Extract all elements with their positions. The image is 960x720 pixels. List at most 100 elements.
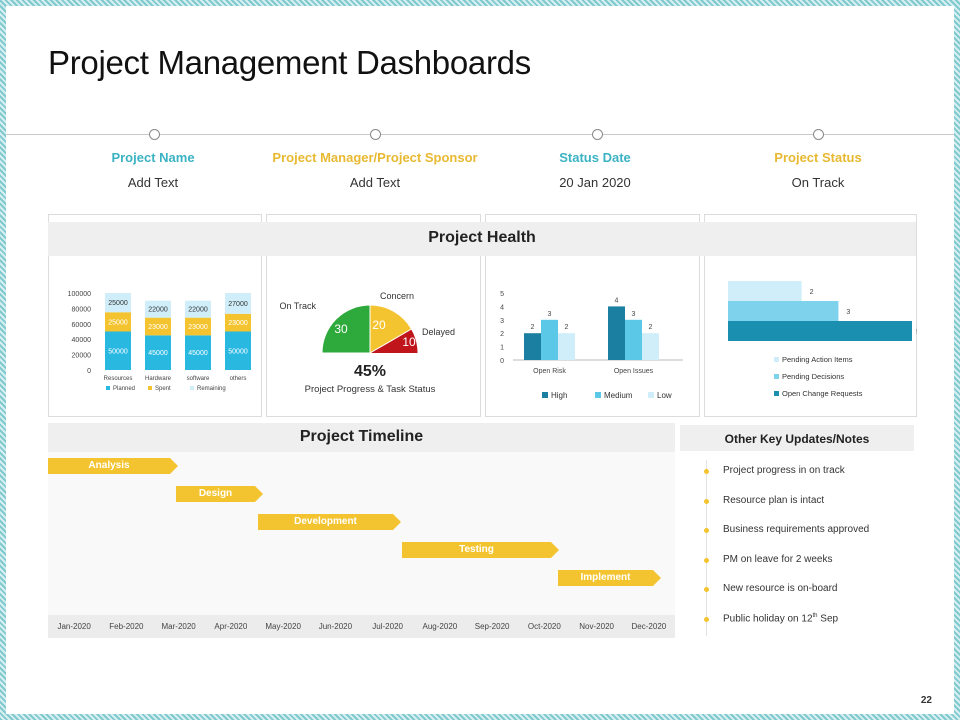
- y-tick-label: 0: [87, 368, 91, 375]
- data-label: 3: [548, 311, 552, 318]
- timeline-month-label: Mar-2020: [161, 622, 196, 631]
- legend-swatch: [774, 357, 779, 362]
- legend-label: Spent: [155, 386, 171, 392]
- timeline-month-label: Jun-2020: [318, 622, 353, 631]
- data-label: 2: [810, 289, 814, 296]
- notes-connector-line: [706, 460, 707, 636]
- risk-issues-bar-chart: 5 4 3 2 1 0 2 3 2 Open Risk 4 3 2 Open Issues High Medi…: [500, 291, 683, 400]
- x-tick-label: software: [187, 376, 210, 382]
- note-bullet-icon: [704, 587, 709, 592]
- bar-segment-planned: [105, 331, 131, 370]
- x-tick-label: Open Issues: [614, 368, 654, 375]
- notes-band: [680, 425, 914, 451]
- note-bullet-icon: [704, 528, 709, 533]
- budget-stacked-bar-chart: 100000 80000 60000 40000 20000 0 50000 25000 250…: [68, 291, 251, 392]
- bar-segment-spent: [225, 313, 251, 332]
- legend-label: Remaining: [197, 386, 226, 392]
- data-label: 3: [632, 311, 636, 318]
- pending-items-bar-chart: 2 3 5 Pending Action Items Pending Decisions…: [728, 281, 917, 398]
- slice-name-label: On Track: [279, 301, 316, 311]
- data-label: 2: [649, 324, 653, 331]
- y-tick-label: 5: [500, 291, 504, 298]
- x-tick-label: Resources: [104, 376, 133, 382]
- legend-label: Planned: [113, 386, 135, 392]
- info-divider-line: [6, 134, 954, 135]
- slice-name-label: Concern: [380, 291, 414, 301]
- timeline-month-label: Dec-2020: [631, 622, 667, 631]
- hbar-pending-action-items: [728, 281, 802, 301]
- legend-swatch: [774, 374, 779, 379]
- notes-title: Other Key Updates/Notes: [724, 432, 870, 446]
- timeline-month-axis: [48, 615, 675, 638]
- info-dot-4: [813, 129, 824, 140]
- legend-swatch: [148, 386, 152, 390]
- info-dot-3: [592, 129, 603, 140]
- timeline-month-label: Nov-2020: [579, 622, 614, 631]
- data-label: 3: [846, 309, 850, 316]
- data-label: 45000: [188, 350, 208, 357]
- y-tick-label: 4: [500, 304, 504, 311]
- legend-label: Pending Action Items: [782, 355, 853, 364]
- y-tick-label: 100000: [68, 291, 91, 298]
- status-date-label: Status Date: [559, 150, 631, 165]
- timeline-phase-implement: Implement: [558, 570, 661, 586]
- timeline-month-label: Jul-2020: [372, 622, 403, 631]
- project-status-label: Project Status: [774, 150, 862, 165]
- timeline-month-label: Apr-2020: [214, 622, 248, 631]
- project-health-band: [48, 222, 916, 256]
- data-label: 27000: [228, 301, 248, 308]
- x-tick-label: Open Risk: [533, 368, 566, 375]
- bar-segment-planned: [225, 331, 251, 370]
- bar-medium: [625, 319, 642, 360]
- timeline-month-label: May-2020: [265, 622, 301, 631]
- note-superscript: th: [812, 612, 818, 619]
- data-label: 22000: [148, 307, 168, 314]
- bar-segment-spent: [105, 312, 131, 332]
- y-tick-label: 0: [500, 358, 504, 365]
- bar-low: [558, 333, 575, 360]
- slice-name-label: Delayed: [422, 327, 455, 337]
- page-number: 22: [920, 695, 932, 706]
- slice-value-label: 20: [372, 318, 386, 332]
- timeline-month-label: Oct-2020: [527, 622, 561, 631]
- data-label: 50000: [108, 348, 128, 355]
- x-tick-label: Hardware: [145, 376, 172, 382]
- data-label: 4: [615, 297, 619, 304]
- status-date-value: 20 Jan 2020: [559, 175, 631, 190]
- bar-segment-spent: [145, 317, 171, 336]
- bar-medium: [541, 319, 558, 360]
- y-tick-label: 60000: [72, 322, 92, 329]
- timeline-phase-testing: Testing: [402, 542, 559, 558]
- timeline-phase-development: Development: [258, 514, 401, 530]
- data-label: 22000: [188, 307, 208, 314]
- y-tick-label: 3: [500, 318, 504, 325]
- info-dot-2: [370, 129, 381, 140]
- note-text: Resource plan is intact: [723, 494, 825, 506]
- bar-segment-remaining: [185, 300, 211, 318]
- data-label: 23000: [148, 324, 168, 331]
- gauge-slice-concern: [369, 304, 413, 354]
- project-manager-value: Add Text: [349, 175, 401, 190]
- project-health-title: Project Health: [428, 229, 536, 246]
- note-text: PM on leave for 2 weeks: [723, 553, 833, 565]
- timeline-area: [48, 452, 675, 638]
- x-tick-label: others: [230, 376, 247, 382]
- timeline-month-label: Jan-2020: [57, 622, 91, 631]
- data-label: 2: [565, 324, 569, 331]
- project-status-value: On Track: [791, 175, 845, 190]
- data-label: 50000: [228, 348, 248, 355]
- page-title: Project Management Dashboards: [48, 44, 531, 81]
- legend-swatch: [106, 386, 110, 390]
- note-bullet-icon: [704, 469, 709, 474]
- bar-segment-spent: [185, 317, 211, 336]
- y-tick-label: 2: [500, 331, 504, 338]
- y-tick-label: 1: [500, 345, 504, 352]
- project-timeline-band: [48, 423, 675, 452]
- data-label: 5: [916, 329, 917, 336]
- y-tick-label: 40000: [72, 337, 92, 344]
- gauge-center-value: 45%: [354, 363, 386, 380]
- bar-high: [524, 333, 541, 360]
- gauge-slice-on-track: [321, 304, 371, 354]
- project-manager-label: Project Manager/Project Sponsor: [272, 150, 478, 165]
- bar-segment-remaining: [145, 300, 171, 318]
